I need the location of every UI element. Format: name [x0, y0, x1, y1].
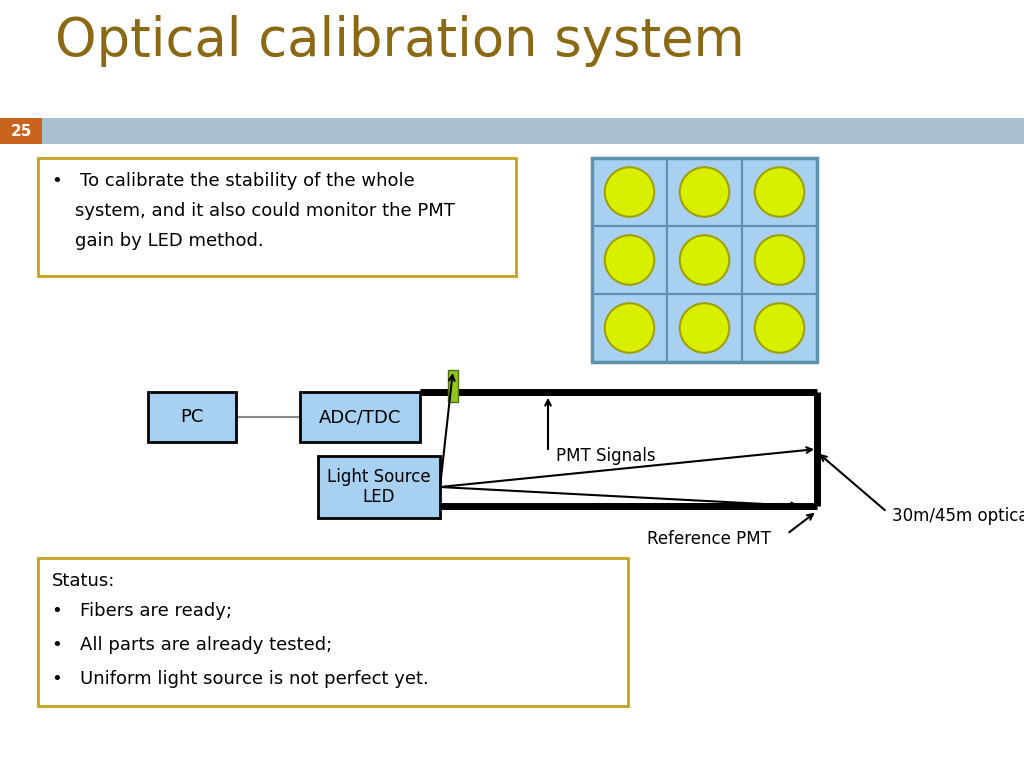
Bar	[300, 392, 420, 442]
Bar	[318, 456, 440, 518]
Text: •   Uniform light source is not perfect yet.: • Uniform light source is not perfect ye…	[52, 670, 429, 688]
Text: ADC/TDC: ADC/TDC	[318, 408, 401, 426]
Bar	[592, 158, 817, 362]
Bar	[742, 226, 817, 294]
Text: Optical calibration system: Optical calibration system	[55, 15, 744, 67]
Circle shape	[755, 235, 804, 285]
Text: gain by LED method.: gain by LED method.	[52, 232, 263, 250]
Text: •   All parts are already tested;: • All parts are already tested;	[52, 636, 332, 654]
Text: 30m/45m optical fibers: 30m/45m optical fibers	[892, 507, 1024, 525]
Bar	[42, 118, 1024, 144]
Text: PC: PC	[180, 408, 204, 426]
Bar	[449, 370, 458, 402]
Text: •   To calibrate the stability of the whole: • To calibrate the stability of the whol…	[52, 172, 415, 190]
Text: Light Source
LED: Light Source LED	[328, 468, 431, 506]
Bar	[667, 158, 742, 226]
Bar	[592, 294, 667, 362]
Bar	[38, 558, 628, 706]
Circle shape	[680, 235, 729, 285]
Bar	[742, 158, 817, 226]
Bar	[0, 118, 42, 144]
Circle shape	[605, 235, 654, 285]
Bar	[592, 158, 667, 226]
Text: PMT Signals: PMT Signals	[556, 447, 655, 465]
Text: •   Fibers are ready;: • Fibers are ready;	[52, 602, 232, 620]
Bar	[742, 294, 817, 362]
Circle shape	[755, 167, 804, 217]
Bar	[38, 158, 516, 276]
Circle shape	[680, 167, 729, 217]
Bar	[592, 226, 667, 294]
Bar	[148, 392, 236, 442]
Circle shape	[605, 167, 654, 217]
Text: 25: 25	[10, 124, 32, 138]
Circle shape	[680, 303, 729, 353]
Circle shape	[755, 303, 804, 353]
Bar	[667, 226, 742, 294]
Text: Status:: Status:	[52, 572, 116, 590]
Bar	[667, 294, 742, 362]
Text: system, and it also could monitor the PMT: system, and it also could monitor the PM…	[52, 202, 455, 220]
Text: Reference PMT: Reference PMT	[647, 530, 771, 548]
Circle shape	[605, 303, 654, 353]
